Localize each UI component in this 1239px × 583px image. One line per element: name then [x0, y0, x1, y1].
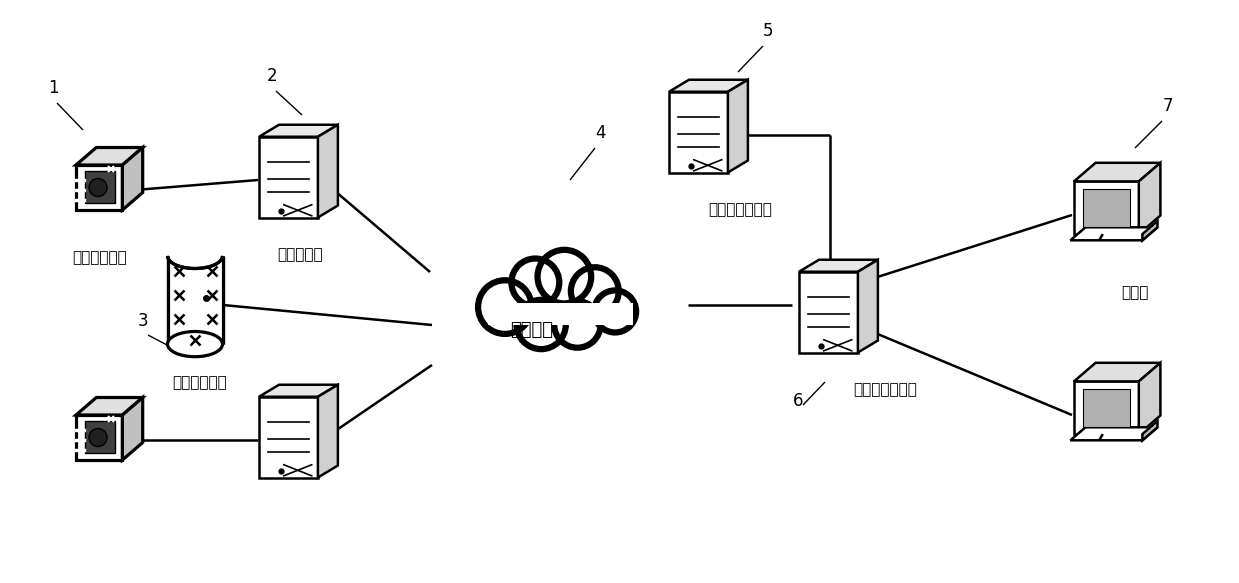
Circle shape — [515, 298, 567, 350]
Polygon shape — [1083, 389, 1130, 427]
Text: 3: 3 — [138, 312, 149, 330]
Polygon shape — [76, 398, 142, 415]
Text: 1: 1 — [47, 79, 58, 97]
Polygon shape — [1083, 189, 1130, 227]
Text: 2: 2 — [266, 67, 278, 85]
Polygon shape — [1070, 227, 1157, 240]
Polygon shape — [1074, 363, 1161, 381]
Polygon shape — [84, 171, 115, 202]
Polygon shape — [259, 125, 338, 137]
Polygon shape — [1139, 163, 1161, 234]
Polygon shape — [318, 385, 338, 477]
Polygon shape — [799, 260, 878, 272]
Circle shape — [536, 248, 592, 305]
Polygon shape — [167, 256, 223, 344]
Circle shape — [510, 257, 560, 308]
Text: 客户端: 客户端 — [1121, 285, 1149, 300]
Polygon shape — [669, 80, 748, 92]
Circle shape — [553, 300, 602, 349]
Text: 数据备份服务器: 数据备份服务器 — [707, 202, 772, 217]
Polygon shape — [318, 125, 338, 217]
Polygon shape — [76, 415, 123, 460]
Polygon shape — [1074, 381, 1139, 434]
Text: 7: 7 — [1162, 97, 1173, 115]
Polygon shape — [123, 147, 142, 210]
Polygon shape — [123, 398, 142, 460]
Text: 无线网络: 无线网络 — [510, 321, 554, 339]
Polygon shape — [727, 80, 748, 173]
Text: 红外热成像仪: 红外热成像仪 — [73, 250, 128, 265]
Ellipse shape — [167, 332, 223, 357]
Polygon shape — [857, 260, 878, 353]
Text: 温度检测装置: 温度检测装置 — [172, 375, 228, 390]
Circle shape — [570, 266, 620, 316]
Text: 监控中心服务器: 监控中心服务器 — [854, 382, 917, 397]
Polygon shape — [487, 303, 632, 325]
Polygon shape — [1142, 221, 1157, 240]
Text: 5: 5 — [763, 22, 773, 40]
Polygon shape — [76, 147, 142, 165]
Polygon shape — [259, 397, 318, 477]
Polygon shape — [1074, 163, 1161, 181]
Circle shape — [89, 429, 107, 447]
Polygon shape — [1142, 421, 1157, 440]
Polygon shape — [1074, 181, 1139, 234]
Circle shape — [593, 289, 637, 333]
Polygon shape — [1139, 363, 1161, 434]
Polygon shape — [669, 92, 727, 173]
Polygon shape — [799, 272, 857, 353]
Circle shape — [89, 178, 107, 196]
Text: 6: 6 — [793, 392, 803, 410]
Circle shape — [477, 279, 533, 335]
Polygon shape — [259, 385, 338, 397]
Polygon shape — [76, 165, 123, 210]
Text: 视频服务器: 视频服务器 — [278, 247, 323, 262]
Polygon shape — [1070, 427, 1157, 440]
Polygon shape — [259, 137, 318, 217]
Text: 4: 4 — [595, 124, 605, 142]
Polygon shape — [84, 421, 115, 452]
